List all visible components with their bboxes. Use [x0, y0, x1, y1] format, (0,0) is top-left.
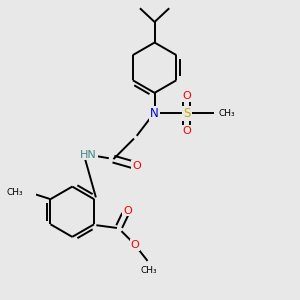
Text: CH₃: CH₃	[219, 109, 235, 118]
Text: O: O	[182, 91, 191, 101]
Text: N: N	[150, 107, 159, 120]
Text: HN: HN	[80, 150, 97, 160]
Text: O: O	[131, 240, 140, 250]
Text: CH₃: CH₃	[141, 266, 157, 275]
Text: O: O	[123, 206, 132, 216]
Text: CH₃: CH₃	[6, 188, 23, 197]
Text: S: S	[183, 107, 190, 120]
Text: O: O	[132, 161, 141, 171]
Text: O: O	[182, 126, 191, 136]
